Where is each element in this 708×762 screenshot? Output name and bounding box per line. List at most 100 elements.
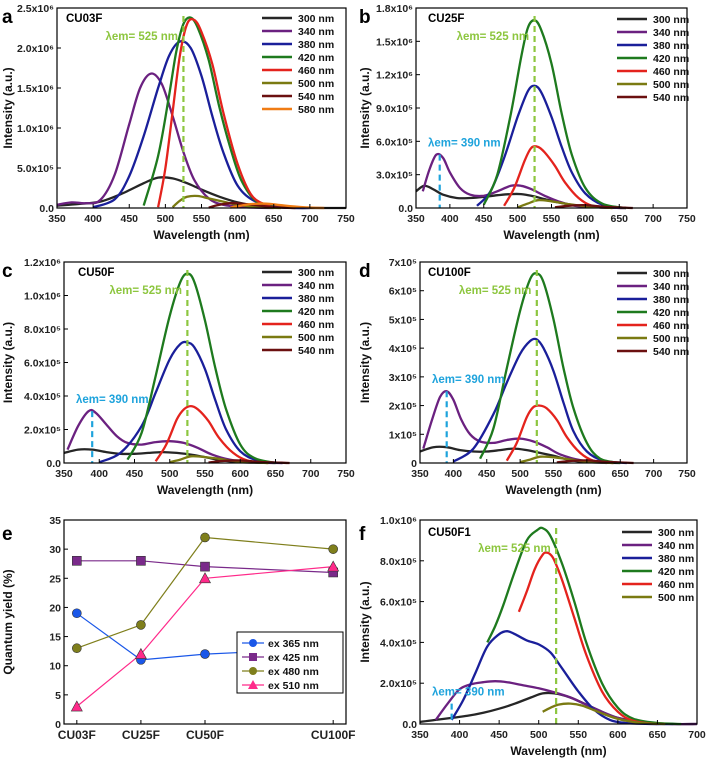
legend-marker [249, 639, 257, 647]
series-line-500-nm [171, 194, 282, 210]
legend-label: 340 nm [653, 27, 689, 39]
legend-label: 460 nm [653, 320, 689, 332]
legend-label: 540 nm [653, 92, 689, 104]
y-tick-label: 5.0x10⁵ [17, 163, 54, 175]
series-line-460-nm [517, 551, 658, 726]
legend-label: 460 nm [653, 66, 689, 78]
y-tick-label: 3x10⁵ [389, 372, 417, 384]
series-line-340-nm [56, 72, 274, 210]
legend-label: 500 nm [298, 332, 334, 344]
legend-label: 380 nm [653, 294, 689, 306]
x-tick-label: 650 [610, 213, 628, 225]
panel-c: c CU50F λem= 525 nm λem= 390 nm 350 400 450 500… [1, 257, 355, 497]
x-tick-label: 600 [577, 213, 595, 225]
series-line-420-nm [126, 272, 276, 465]
data-point [72, 608, 82, 619]
y-tick-label: 4x10⁵ [389, 343, 417, 355]
legend-label: 420 nm [298, 52, 334, 64]
legend-label: 500 nm [658, 592, 694, 604]
y-tick-label: 1.0x10⁶ [380, 515, 417, 527]
y-tick-label: 1x10⁵ [389, 429, 417, 441]
y-tick-label: 8.0x10⁵ [24, 324, 61, 336]
y-tick-label: 6.0x10⁵ [380, 597, 417, 609]
lambda-label: λem= 525 nm [105, 31, 178, 43]
legend-label: 460 nm [298, 65, 334, 77]
x-tick-label: 600 [229, 213, 247, 225]
y-tick-label: 5x10⁵ [389, 314, 417, 326]
series-line-ex-425-nm [76, 560, 334, 574]
x-tick-label: 450 [478, 468, 496, 480]
x-tick-label: 650 [267, 468, 285, 480]
series-line-340-nm [422, 389, 608, 465]
panel-f: f CU50F1 λem= 525 nm λem= 390 nm 350 400 450 50… [358, 515, 706, 758]
x-axis-label: Wavelength (nm) [157, 483, 253, 497]
series-line-500-nm [542, 702, 666, 726]
series-line-380-nm [98, 340, 283, 465]
x-tick-label: 450 [126, 468, 144, 480]
y-tick-label: 1.5x10⁶ [376, 36, 413, 48]
lambda-label: λem= 390 nm [76, 394, 149, 406]
panel-label: b [359, 7, 371, 28]
panel-title: CU50F [78, 267, 114, 279]
panel-label: a [2, 7, 13, 28]
lambda-label: λem= 390 nm [432, 374, 505, 386]
y-tick-label: 0.0 [46, 458, 61, 470]
panel-title: CU25F [428, 13, 464, 25]
x-tick-label: 600 [609, 729, 627, 741]
series-line-460-nm [503, 145, 613, 210]
panel-title: CU100F [428, 267, 471, 279]
y-tick-label: 20 [49, 602, 61, 614]
legend-marker [248, 680, 258, 689]
legend-label: 380 nm [653, 40, 689, 52]
panel-label: d [359, 261, 371, 282]
y-tick-label: 30 [49, 544, 61, 556]
y-tick-label: 3.0x10⁵ [376, 170, 413, 182]
x-tick-label: 500 [530, 729, 548, 741]
x-category-label: CU25F [122, 728, 160, 742]
x-tick-label: 350 [411, 729, 429, 741]
legend-label: 380 nm [658, 553, 694, 565]
lambda-label: λem= 390 nm [432, 687, 505, 699]
legend-label: 420 nm [653, 307, 689, 319]
panel-label: e [2, 524, 13, 545]
lambda-label: λem= 390 nm [428, 138, 501, 150]
y-tick-label: 6.0x10⁵ [376, 136, 413, 148]
legend-label: ex 425 nm [268, 652, 319, 664]
x-tick-label: 350 [411, 468, 429, 480]
y-axis-label: Intensity (a.u.) [358, 581, 372, 662]
data-point [70, 700, 83, 712]
y-tick-label: 2.0x10⁵ [24, 425, 61, 437]
x-tick-label: 750 [678, 468, 696, 480]
legend-label: 380 nm [298, 39, 334, 51]
series-line-380-nm [450, 630, 674, 726]
legend-label: 540 nm [653, 346, 689, 358]
legend-label: 380 nm [298, 293, 334, 305]
legend-label: 420 nm [653, 53, 689, 65]
legend-marker [249, 667, 257, 675]
y-tick-label: 2.0x10⁵ [380, 678, 417, 690]
x-tick-label: 350 [48, 213, 66, 225]
plot-frame [419, 519, 698, 725]
legend: ex 365 nm ex 425 nm ex 480 nm ex 510 nm [236, 631, 344, 694]
legend-label: 460 nm [298, 319, 334, 331]
lambda-label: λem= 525 nm [459, 285, 532, 297]
y-tick-label: 6.0x10⁵ [24, 358, 61, 370]
lambda-label: λem= 525 nm [457, 31, 530, 43]
y-axis-label: Intensity (a.u.) [358, 322, 372, 403]
y-tick-label: 1.8x10⁶ [376, 3, 413, 15]
series-line-380-nm [452, 337, 628, 465]
x-tick-label: 450 [475, 213, 493, 225]
x-tick-label: 450 [120, 213, 138, 225]
y-tick-label: 0 [55, 719, 61, 731]
series-line-ex-480-nm [76, 536, 334, 649]
data-point [136, 555, 146, 566]
legend-label: 300 nm [653, 14, 689, 26]
x-tick-label: 600 [231, 468, 249, 480]
x-tick-label: 700 [645, 468, 663, 480]
legend-label: 500 nm [653, 333, 689, 345]
y-tick-label: 0.0 [39, 203, 54, 215]
y-tick-label: 1.0x10⁶ [24, 291, 61, 303]
y-tick-label: 7x10⁵ [389, 257, 417, 269]
